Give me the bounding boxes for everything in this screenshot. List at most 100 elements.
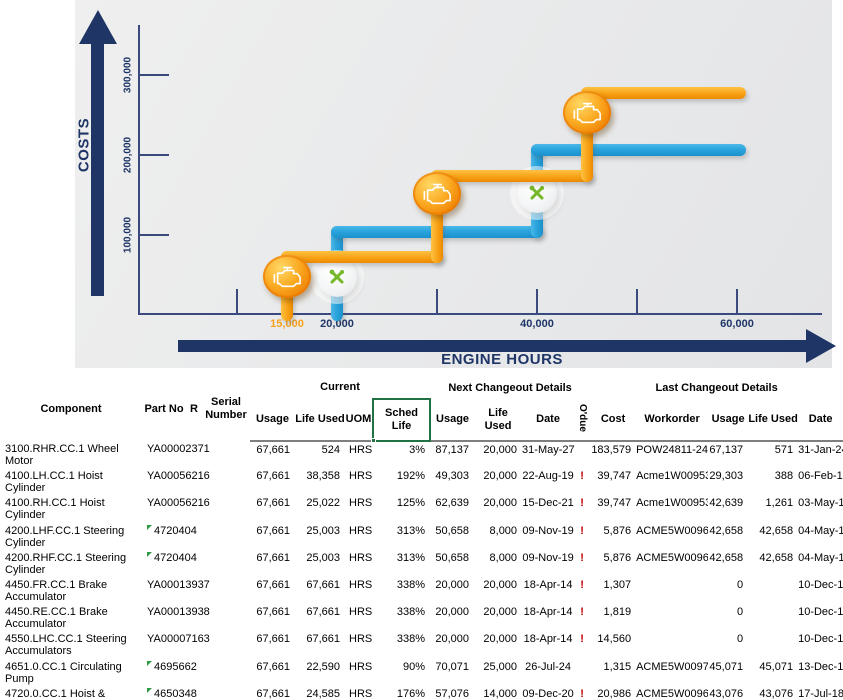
cell-l_life_used[interactable]: 45,071 bbox=[759, 660, 794, 673]
cell-n_usage[interactable]: 20,000 bbox=[435, 578, 470, 591]
cell-l_usage[interactable]: 42,658 bbox=[709, 551, 744, 564]
cell-sched_life[interactable]: 3% bbox=[409, 444, 426, 456]
cell-l_date[interactable]: 10-Dec-10 bbox=[798, 578, 843, 591]
cell-n_life_used[interactable]: 14,000 bbox=[483, 687, 518, 700]
cell-l_life_used[interactable]: 571 bbox=[774, 444, 794, 456]
cell-life_used[interactable]: 38,358 bbox=[306, 470, 340, 483]
cell-component[interactable]: 4200.RHF.CC.1 Steering Cylinder bbox=[5, 551, 127, 576]
cell-n_usage[interactable]: 50,658 bbox=[435, 551, 470, 564]
cell-n_life_used[interactable]: 20,000 bbox=[483, 497, 518, 510]
cell-serial[interactable] bbox=[202, 523, 250, 550]
cell-n_date[interactable]: 26-Jul-24 bbox=[525, 660, 571, 673]
cell-usage[interactable]: 67,661 bbox=[256, 660, 290, 673]
cell-odue[interactable]: ! bbox=[580, 687, 584, 700]
cell-cost[interactable]: 1,819 bbox=[603, 606, 632, 619]
cell-odue[interactable] bbox=[574, 659, 590, 686]
cell-life_used[interactable]: 25,003 bbox=[306, 551, 340, 564]
cell-serial[interactable] bbox=[202, 686, 250, 700]
cell-life_used[interactable]: 67,661 bbox=[306, 606, 340, 619]
cell-usage[interactable]: 67,661 bbox=[256, 524, 290, 537]
cell-l_usage[interactable]: 0 bbox=[736, 578, 744, 591]
cell-l_life_used[interactable]: 43,076 bbox=[759, 687, 794, 700]
cell-part_no[interactable]: YA00056216 bbox=[147, 470, 210, 483]
cell-uom[interactable]: HRS bbox=[349, 470, 373, 483]
cell-l_usage[interactable]: 0 bbox=[736, 633, 744, 646]
cell-n_usage[interactable]: 87,137 bbox=[435, 444, 470, 456]
col-header-r[interactable]: R bbox=[190, 402, 198, 415]
cell-l_life_used[interactable] bbox=[748, 604, 798, 631]
col-header-last-life-used[interactable]: Life Used bbox=[748, 399, 799, 442]
cell-cost[interactable]: 5,876 bbox=[603, 524, 632, 537]
col-header-next-date[interactable]: Date bbox=[522, 399, 575, 442]
cell-workorder[interactable]: POW24811-24K bbox=[636, 444, 709, 456]
cell-l_date[interactable]: 10-Dec-10 bbox=[798, 633, 843, 646]
cell-cost[interactable]: 183,579 bbox=[591, 444, 632, 456]
cell-n_usage[interactable]: 50,658 bbox=[435, 524, 470, 537]
cell-n_usage[interactable]: 20,000 bbox=[435, 633, 470, 646]
cell-uom[interactable]: HRS bbox=[349, 444, 373, 456]
cell-l_life_used[interactable] bbox=[748, 577, 798, 604]
group-header-next-changeout[interactable]: Next Changeout Details bbox=[448, 381, 572, 394]
cell-life_used[interactable]: 24,585 bbox=[306, 687, 340, 700]
col-header-last-usage[interactable]: Usage bbox=[708, 399, 749, 442]
cell-life_used[interactable]: 67,661 bbox=[306, 633, 340, 646]
cell-workorder[interactable]: ACME5W009708 bbox=[636, 660, 709, 673]
cell-uom[interactable]: HRS bbox=[349, 524, 373, 537]
cell-serial[interactable] bbox=[202, 659, 250, 686]
cell-usage[interactable]: 67,661 bbox=[256, 578, 290, 591]
cell-cost[interactable]: 14,560 bbox=[597, 633, 632, 646]
cell-uom[interactable]: HRS bbox=[349, 578, 373, 591]
cell-n_usage[interactable]: 62,639 bbox=[435, 497, 470, 510]
cell-n_date[interactable]: 18-Apr-14 bbox=[523, 633, 573, 646]
cell-sched_life[interactable]: 90% bbox=[403, 660, 426, 673]
cell-workorder[interactable]: Acme1W009534 bbox=[636, 470, 708, 483]
cell-odue[interactable]: ! bbox=[580, 606, 584, 619]
cell-uom[interactable]: HRS bbox=[349, 606, 373, 619]
cell-l_date[interactable]: 03-May-18 bbox=[798, 497, 843, 510]
col-header-workorder[interactable]: Workorder bbox=[636, 399, 709, 442]
cell-component[interactable]: 4720.0.CC.1 Hoist & Steering Pump bbox=[5, 687, 106, 700]
cell-sched_life[interactable]: 338% bbox=[396, 606, 426, 619]
cell-part_no[interactable]: YA00002371 bbox=[147, 443, 210, 455]
col-header-uom[interactable]: UOM bbox=[345, 399, 373, 442]
cell-cost[interactable]: 39,747 bbox=[597, 497, 632, 510]
cell-usage[interactable]: 67,661 bbox=[256, 606, 290, 619]
cell-workorder[interactable]: Acme1W009534 bbox=[636, 497, 708, 510]
cell-workorder[interactable] bbox=[636, 631, 708, 658]
cell-n_date[interactable]: 22-Aug-19 bbox=[522, 470, 574, 483]
cell-life_used[interactable]: 524 bbox=[321, 444, 340, 456]
cell-n_date[interactable]: 18-Apr-14 bbox=[523, 578, 573, 591]
cell-n_date[interactable]: 09-Nov-19 bbox=[522, 524, 574, 537]
col-header-sched-life[interactable]: Sched Life bbox=[371, 398, 432, 443]
cell-n_usage[interactable]: 49,303 bbox=[435, 470, 470, 483]
cell-odue[interactable]: ! bbox=[580, 470, 584, 483]
cell-l_date[interactable]: 17-Jul-18 bbox=[798, 687, 843, 700]
cell-l_date[interactable]: 04-May-18 bbox=[798, 551, 843, 564]
cell-part_no[interactable]: YA00013937 bbox=[147, 578, 210, 591]
cell-sched_life[interactable]: 192% bbox=[396, 470, 426, 483]
cell-component[interactable]: 4200.LHF.CC.1 Steering Cylinder bbox=[5, 524, 125, 549]
col-header-component[interactable]: Component bbox=[40, 402, 102, 415]
cell-odue[interactable]: ! bbox=[580, 497, 584, 510]
cell-part_no[interactable]: 4720404 bbox=[142, 550, 197, 577]
cell-sched_life[interactable]: 338% bbox=[396, 578, 426, 591]
cell-component[interactable]: 4651.0.CC.1 Circulating Pump bbox=[5, 660, 122, 685]
cell-n_usage[interactable]: 70,071 bbox=[435, 660, 470, 673]
cell-n_usage[interactable]: 20,000 bbox=[435, 606, 470, 619]
cell-usage[interactable]: 67,661 bbox=[256, 551, 290, 564]
cell-uom[interactable]: HRS bbox=[349, 660, 373, 673]
cell-n_life_used[interactable]: 25,000 bbox=[483, 660, 518, 673]
cell-n_usage[interactable]: 57,076 bbox=[435, 687, 470, 700]
cell-l_date[interactable]: 10-Dec-10 bbox=[798, 606, 843, 619]
cell-part_no[interactable]: YA00013938 bbox=[147, 606, 210, 619]
cell-component[interactable]: 4550.LHC.CC.1 Steering Accumulators bbox=[5, 633, 127, 658]
cell-life_used[interactable]: 25,022 bbox=[306, 497, 340, 510]
cell-uom[interactable]: HRS bbox=[349, 497, 373, 510]
cell-sched_life[interactable]: 125% bbox=[396, 497, 426, 510]
cell-uom[interactable]: HRS bbox=[349, 633, 373, 646]
col-header-serial-number[interactable]: Serial Number bbox=[205, 396, 247, 421]
col-header-overdue[interactable]: O'due bbox=[574, 399, 591, 442]
cell-usage[interactable]: 67,661 bbox=[256, 687, 290, 700]
cell-n_life_used[interactable]: 8,000 bbox=[489, 524, 518, 537]
cell-n_date[interactable]: 31-May-27 bbox=[522, 444, 575, 456]
